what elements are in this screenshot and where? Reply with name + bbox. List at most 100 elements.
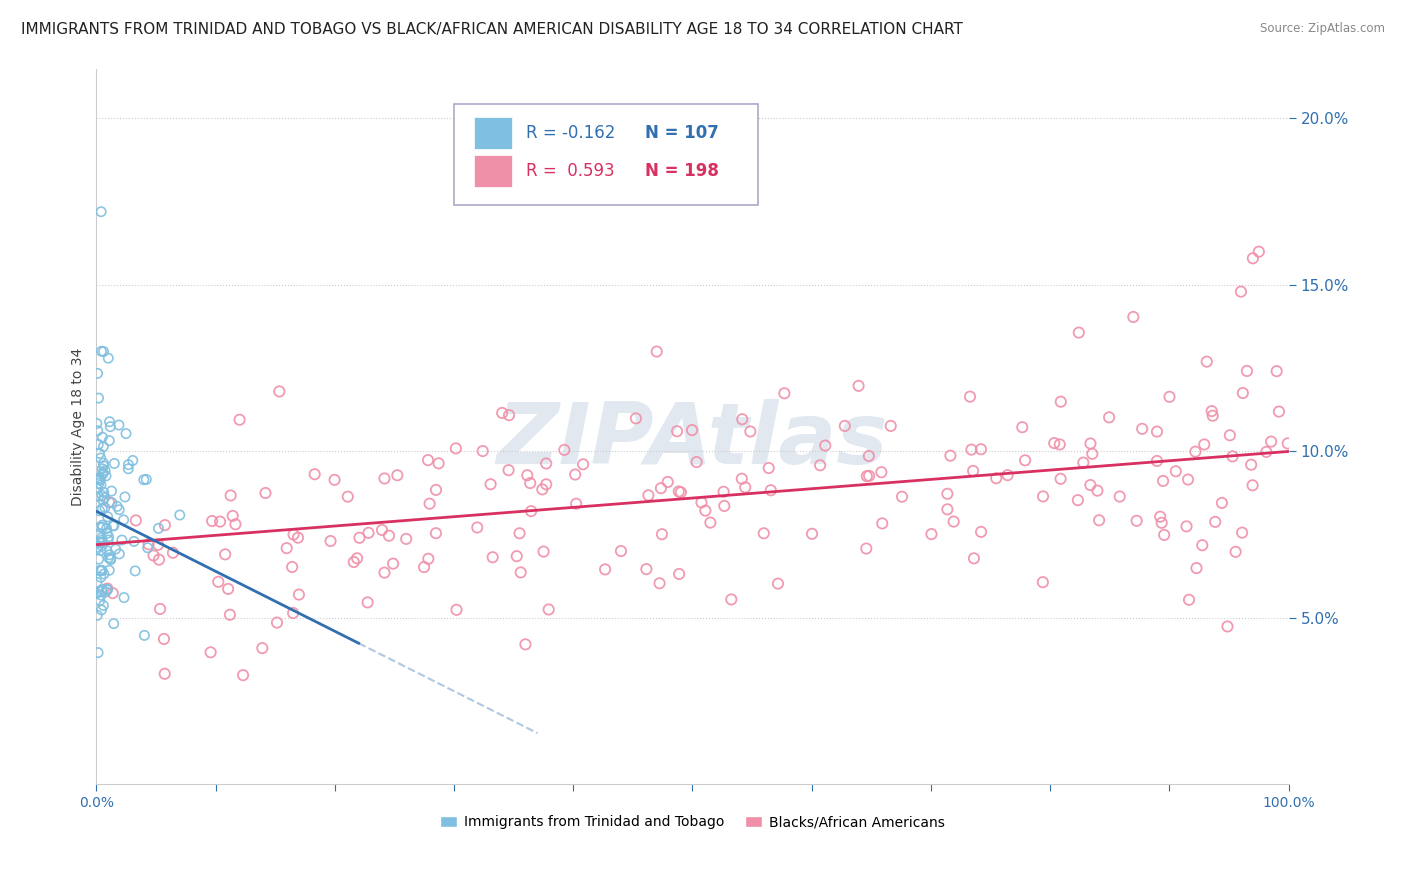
Point — [1088, 513, 1111, 527]
Point — [801, 526, 824, 541]
Point — [752, 526, 775, 541]
Point — [96, 582, 118, 597]
Point — [537, 602, 560, 616]
Point — [117, 458, 139, 472]
Point — [1049, 437, 1071, 451]
Point — [645, 344, 668, 359]
Point — [135, 472, 157, 486]
Point — [98, 415, 121, 429]
Point — [138, 537, 160, 551]
Point — [668, 484, 690, 499]
Point — [690, 495, 713, 509]
Point — [1149, 509, 1171, 524]
Point — [1236, 364, 1258, 378]
Point — [531, 483, 554, 497]
Point — [427, 456, 450, 470]
Point — [1049, 472, 1071, 486]
Point — [336, 490, 359, 504]
Point — [91, 535, 114, 549]
Point — [97, 533, 120, 547]
Point — [444, 442, 467, 456]
Point — [491, 406, 513, 420]
Point — [650, 481, 672, 495]
Point — [136, 541, 159, 555]
Point — [98, 563, 121, 577]
Point — [1194, 437, 1216, 451]
Point — [87, 391, 110, 405]
Point — [479, 477, 502, 491]
Point — [94, 500, 117, 515]
Point — [766, 576, 789, 591]
Point — [93, 458, 115, 473]
Point — [103, 518, 125, 533]
Point — [713, 484, 735, 499]
Point — [346, 551, 368, 566]
Point — [1240, 458, 1263, 472]
Point — [565, 497, 588, 511]
Point — [91, 493, 114, 508]
Point — [90, 543, 112, 558]
Point — [651, 527, 673, 541]
Legend: Immigrants from Trinidad and Tobago, Blacks/African Americans: Immigrants from Trinidad and Tobago, Bla… — [434, 810, 950, 835]
Point — [1014, 453, 1036, 467]
Text: N = 107: N = 107 — [645, 124, 718, 142]
Point — [509, 566, 531, 580]
Point — [425, 526, 447, 541]
Point — [506, 549, 529, 564]
Point — [858, 449, 880, 463]
Point — [471, 444, 494, 458]
Point — [121, 453, 143, 467]
Point — [1178, 592, 1201, 607]
Point — [86, 482, 108, 496]
Point — [103, 616, 125, 631]
Point — [153, 518, 176, 533]
Point — [108, 418, 131, 433]
Point — [96, 543, 118, 558]
Point — [970, 524, 993, 539]
Point — [97, 351, 120, 366]
Point — [86, 424, 108, 438]
Point — [1268, 404, 1291, 418]
Point — [1225, 545, 1247, 559]
Point — [281, 560, 304, 574]
Point — [91, 520, 114, 534]
Point — [283, 527, 305, 541]
Point — [1230, 525, 1253, 540]
Point — [219, 488, 242, 502]
Point — [1122, 310, 1144, 324]
Point — [382, 557, 405, 571]
Point — [959, 390, 981, 404]
Point — [217, 582, 239, 596]
Point — [93, 344, 115, 359]
Point — [96, 582, 118, 597]
Point — [142, 549, 165, 563]
Point — [681, 423, 703, 437]
Point — [669, 485, 692, 500]
Point — [114, 490, 136, 504]
Point — [520, 504, 543, 518]
Point — [1241, 478, 1264, 492]
Point — [266, 615, 288, 630]
Point — [740, 425, 762, 439]
Point — [564, 467, 586, 482]
Point — [100, 484, 122, 499]
Point — [93, 485, 115, 500]
Point — [89, 446, 111, 460]
Point — [148, 521, 170, 535]
Point — [93, 440, 115, 454]
Point — [343, 555, 366, 569]
Point — [86, 608, 108, 623]
Point — [91, 582, 114, 597]
Text: R =  0.593: R = 0.593 — [526, 161, 614, 180]
Point — [1211, 496, 1233, 510]
Point — [132, 473, 155, 487]
Point — [87, 540, 110, 554]
Point — [695, 503, 717, 517]
Point — [91, 462, 114, 476]
Point — [870, 516, 893, 531]
Point — [534, 457, 557, 471]
Point — [1184, 444, 1206, 458]
Point — [90, 451, 112, 466]
Point — [1195, 354, 1218, 368]
Point — [920, 527, 942, 541]
